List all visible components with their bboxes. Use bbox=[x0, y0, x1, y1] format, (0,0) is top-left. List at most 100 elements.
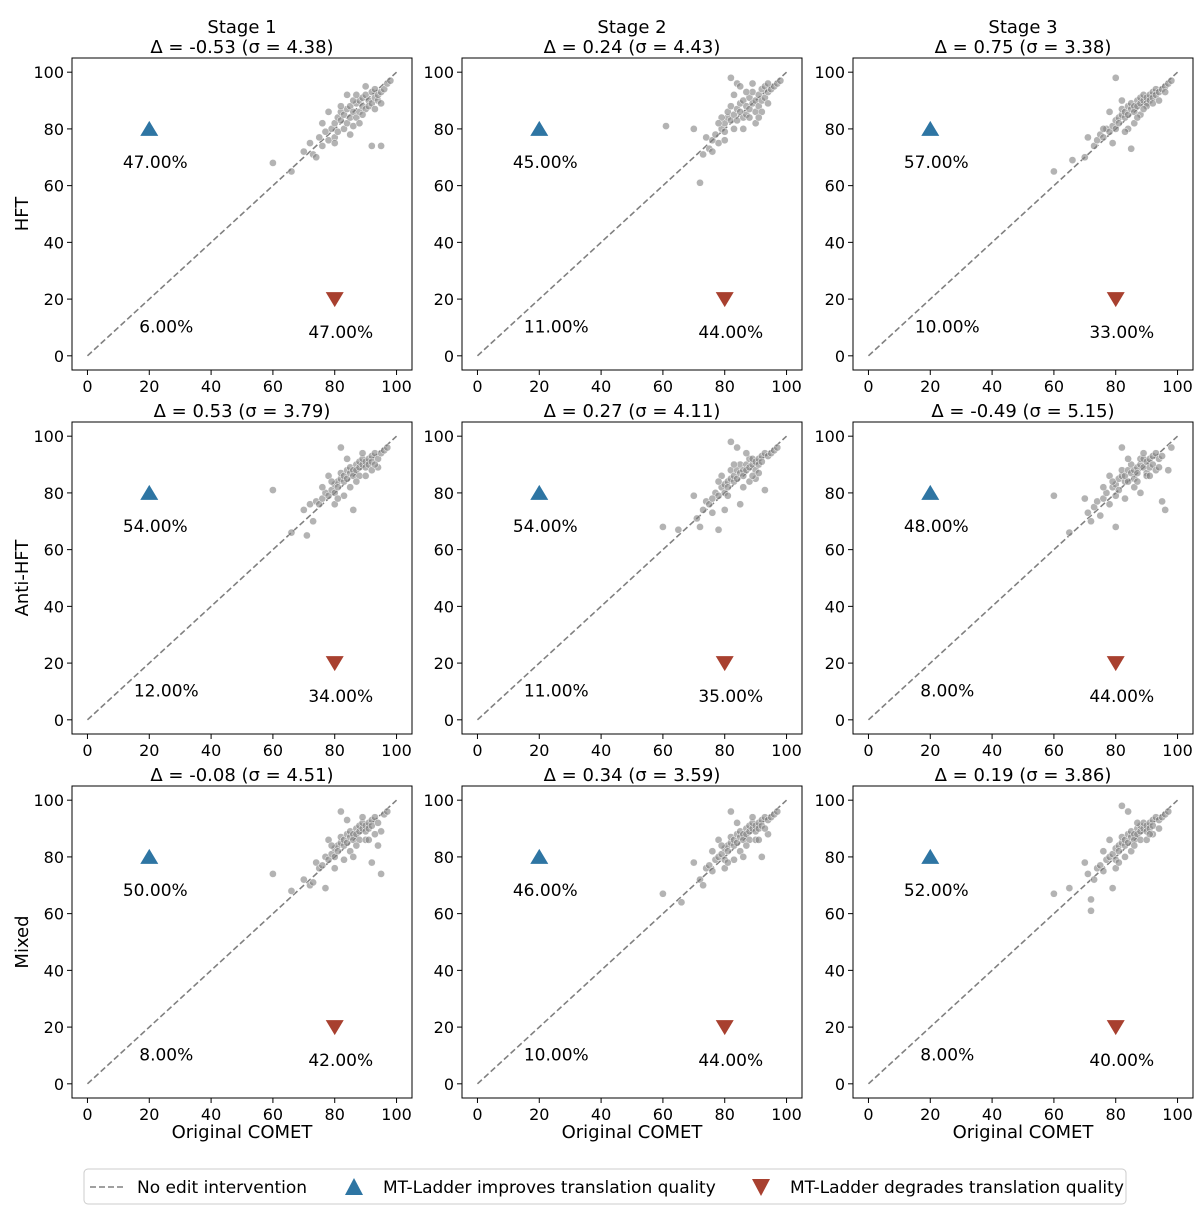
panel-grid: 00202040406060808010010047.00%47.00%6.00… bbox=[33, 37, 1194, 1124]
scatter-point bbox=[1130, 841, 1139, 850]
panel-delta-title: Δ = 0.34 (σ = 3.59) bbox=[544, 765, 721, 786]
panel-delta-title: Δ = 0.27 (σ = 4.11) bbox=[544, 401, 721, 422]
x-tick-label: 40 bbox=[591, 741, 611, 760]
y-tick-label: 100 bbox=[423, 791, 454, 810]
improve-percentage: 50.00% bbox=[123, 881, 188, 901]
y-tick-label: 0 bbox=[835, 347, 845, 366]
x-tick-label: 80 bbox=[325, 741, 345, 760]
scatter-point bbox=[327, 841, 336, 850]
panel-hft-stage-1: 00 20 20 40 40 60 60 80 80 100 100 47.00% 47.00% 6.00… bbox=[33, 37, 413, 396]
x-tick-label: 60 bbox=[1044, 1105, 1064, 1124]
scatter-point bbox=[383, 807, 392, 816]
scatter-point bbox=[699, 881, 707, 890]
scatter-point bbox=[386, 76, 395, 85]
x-tick-label: 80 bbox=[715, 741, 735, 760]
scatter-point bbox=[358, 813, 367, 822]
scatter-point bbox=[1087, 895, 1095, 904]
scatter-point bbox=[333, 483, 342, 492]
scatter-point bbox=[730, 460, 738, 469]
y-tick-label: 20 bbox=[44, 654, 64, 673]
scatter-point bbox=[727, 74, 735, 82]
scatter-point bbox=[352, 841, 361, 850]
scatter-point bbox=[689, 491, 698, 500]
legend-label-improves: MT-Ladder improves translation quality bbox=[383, 1178, 716, 1198]
degrade-percentage: 34.00% bbox=[308, 687, 373, 707]
row-label-hft: HFT bbox=[12, 196, 33, 232]
y-tick-label: 100 bbox=[423, 427, 454, 446]
y-tick-label: 0 bbox=[835, 711, 845, 730]
x-tick-label: 0 bbox=[82, 1105, 92, 1124]
scatter-point bbox=[1114, 486, 1123, 494]
x-axis-label-col-1: Original COMET bbox=[172, 1122, 314, 1143]
x-tick-label: 0 bbox=[863, 377, 873, 396]
scatter-point bbox=[1111, 523, 1120, 531]
scatter-point bbox=[330, 864, 339, 873]
row-label-mixed: Mixed bbox=[12, 915, 33, 968]
degrade-marker-down-triangle bbox=[715, 656, 734, 672]
axes-frame bbox=[71, 57, 413, 371]
y-tick-label: 60 bbox=[44, 541, 64, 560]
x-tick-label: 60 bbox=[1044, 741, 1064, 760]
degrade-percentage: 42.00% bbox=[308, 1051, 373, 1071]
x-tick-label: 0 bbox=[863, 1105, 873, 1124]
scatter-point bbox=[689, 858, 698, 867]
scatter-point bbox=[714, 525, 723, 534]
scatter-point bbox=[337, 102, 345, 111]
y-tick-label: 40 bbox=[825, 233, 845, 252]
scatter-point bbox=[699, 506, 707, 514]
y-tick-label: 40 bbox=[434, 597, 454, 616]
panel-delta-title: Δ = -0.53 (σ = 4.38) bbox=[150, 37, 333, 58]
scatter-point bbox=[346, 483, 355, 492]
y-tick-label: 60 bbox=[44, 177, 64, 196]
x-tick-label: 80 bbox=[1106, 377, 1126, 396]
scatter-point bbox=[1111, 74, 1120, 82]
scatter-point bbox=[1127, 144, 1136, 153]
scatter-point bbox=[1133, 113, 1142, 122]
degrade-marker-down-triangle bbox=[715, 292, 734, 308]
y-tick-label: 40 bbox=[44, 233, 64, 252]
neutral-percentage: 11.00% bbox=[524, 317, 589, 337]
scatter-point bbox=[1105, 500, 1114, 509]
panel-anti-hft-stage-1: 00 20 20 40 40 60 60 80 80 100 100 54.00% 34.00% 12.0… bbox=[33, 401, 413, 760]
panel-hft-stage-3: 00 20 20 40 40 60 60 80 80 100 100 57.00% 33.00% 10.0… bbox=[814, 37, 1194, 396]
x-tick-label: 100 bbox=[771, 1105, 802, 1124]
scatter-point bbox=[736, 500, 745, 509]
scatter-point bbox=[1167, 76, 1176, 85]
improve-marker-up-triangle bbox=[530, 848, 549, 864]
y-tick-label: 0 bbox=[444, 1075, 454, 1094]
y-tick-label: 80 bbox=[44, 848, 64, 867]
x-tick-label: 80 bbox=[325, 1105, 345, 1124]
scatter-point bbox=[674, 525, 683, 534]
scatter-point bbox=[742, 88, 751, 96]
x-axis-label-col-3: Original COMET bbox=[953, 1122, 1095, 1143]
x-tick-label: 0 bbox=[82, 741, 92, 760]
improve-percentage: 52.00% bbox=[904, 881, 969, 901]
scatter-point bbox=[318, 142, 327, 150]
y-tick-label: 100 bbox=[814, 427, 845, 446]
x-tick-label: 40 bbox=[201, 1105, 221, 1124]
scatter-point bbox=[1065, 528, 1074, 537]
scatter-point bbox=[1096, 511, 1105, 520]
scatter-point bbox=[327, 477, 336, 486]
scatter-point bbox=[309, 517, 317, 526]
y-tick-label: 40 bbox=[44, 961, 64, 980]
scatter-point bbox=[711, 130, 720, 139]
y-tick-label: 80 bbox=[434, 484, 454, 503]
scatter-point bbox=[708, 494, 717, 503]
x-tick-label: 60 bbox=[263, 1105, 283, 1124]
scatter-point bbox=[1099, 483, 1108, 492]
scatter-point bbox=[1121, 127, 1129, 136]
neutral-percentage: 10.00% bbox=[915, 317, 980, 337]
scatter-point bbox=[367, 142, 376, 150]
row-label-anti-hft: Anti-HFT bbox=[12, 539, 33, 617]
x-tick-label: 40 bbox=[201, 377, 221, 396]
y-tick-label: 80 bbox=[44, 120, 64, 139]
scatter-point bbox=[1118, 802, 1126, 810]
scatter-point bbox=[1124, 455, 1132, 463]
scatter-point bbox=[1167, 443, 1176, 452]
scatter-point bbox=[1108, 884, 1117, 892]
neutral-percentage: 8.00% bbox=[139, 1045, 193, 1065]
scatter-point bbox=[708, 867, 717, 875]
legend-box bbox=[83, 1168, 1127, 1205]
y-tick-label: 100 bbox=[33, 427, 64, 446]
